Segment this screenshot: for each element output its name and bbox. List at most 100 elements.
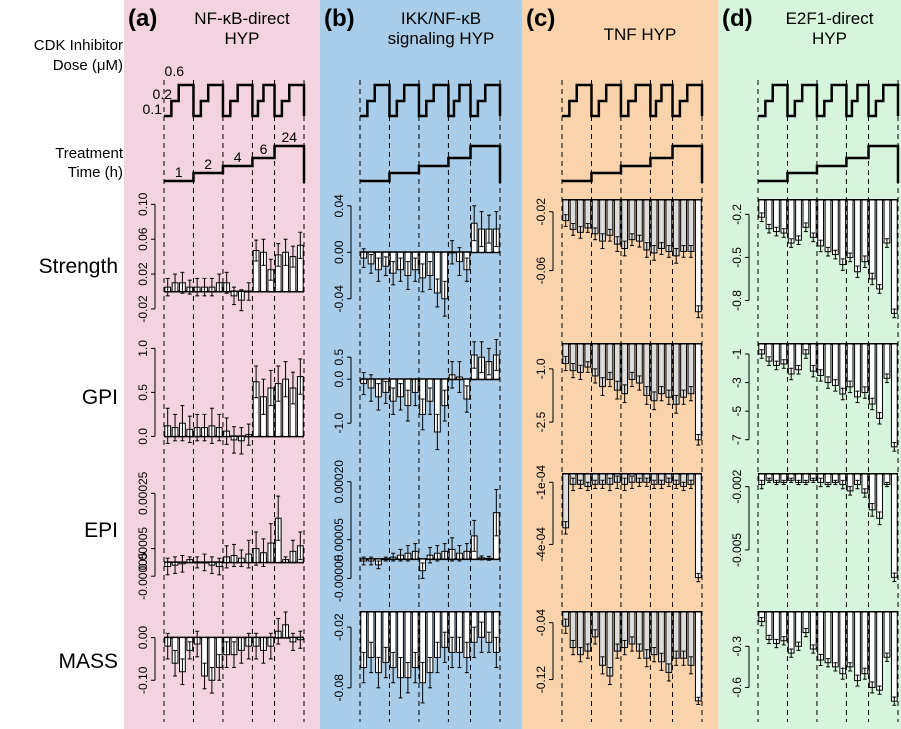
y-tick-label: -0.06	[534, 257, 548, 285]
bar	[650, 199, 658, 254]
treatment-label-line2: Time (h)	[68, 164, 123, 181]
panel-title-line1: IKK/NF-κB	[401, 9, 481, 28]
bar	[694, 473, 702, 579]
y-tick-label: -1.0	[332, 413, 346, 434]
panel-title-line2: signaling HYP	[388, 29, 495, 48]
y-tick-label: 0.04	[332, 194, 346, 218]
bar	[890, 473, 898, 578]
bar	[854, 611, 861, 682]
row-1-1: -1.0 0.0 0.5	[332, 339, 500, 451]
bar	[809, 199, 817, 238]
y-tick-label: -3	[730, 377, 744, 388]
y-tick-label: 0.00025	[136, 471, 150, 515]
y-tick-label: 0.5	[136, 384, 150, 401]
time-schematic	[562, 144, 704, 183]
bar	[694, 611, 702, 702]
bar	[824, 611, 832, 664]
row-1-3: -0.08 -0.02	[332, 611, 500, 704]
bar	[883, 343, 891, 379]
bar	[861, 199, 869, 263]
row-2-0: -0.06 -0.02	[534, 198, 702, 319]
row-3-0: -0.8 -0.5 -0.2	[730, 199, 898, 319]
row-label-gpi: GPI	[82, 386, 118, 409]
time-schematic	[164, 144, 306, 183]
y-tick-label: -0.8	[730, 290, 744, 311]
time-schematic	[758, 144, 900, 183]
bar	[890, 343, 898, 448]
y-tick-label: -0.10	[136, 666, 150, 694]
bar	[831, 199, 839, 256]
bar	[680, 199, 687, 252]
panel-letter: (c)	[526, 5, 555, 32]
y-tick-label: -0.08	[332, 674, 346, 702]
panel-letter: (d)	[722, 5, 753, 32]
dose-schematic	[758, 83, 900, 118]
bar	[658, 199, 665, 250]
bar	[773, 611, 780, 645]
dose-label: 0.6	[165, 63, 185, 79]
y-tick-label: -1.0	[534, 358, 548, 379]
panel-bg-0	[124, 0, 320, 729]
bar	[868, 199, 876, 280]
bar	[665, 611, 673, 673]
row-0-3: -0.10 0.00	[136, 611, 304, 694]
y-tick-label: 0.0	[332, 371, 346, 388]
cdk-label-line1: CDK Inhibitor	[34, 37, 123, 54]
schematic-labels: 0.10.20.61 2 4 624	[143, 63, 298, 180]
dose-schematic	[360, 83, 502, 118]
bar	[824, 199, 832, 253]
y-tick-label: 0.00	[332, 240, 346, 264]
bar	[876, 199, 883, 290]
y-tick-label: 0.00005	[332, 518, 346, 562]
dose-schematic	[164, 83, 306, 118]
y-tick-label: -0.5	[730, 247, 744, 268]
bar	[795, 199, 802, 241]
y-tick-label: -1e-04	[534, 465, 548, 500]
y-tick-label: -0.3	[730, 636, 744, 657]
bar	[817, 611, 825, 661]
y-tick-label: -0.00005	[332, 554, 346, 602]
y-tick-label: 1.0	[136, 340, 150, 357]
time-label: 24	[281, 129, 297, 145]
panel-letter: (b)	[324, 5, 355, 32]
y-tick-label: -5	[730, 405, 744, 416]
bar	[876, 343, 883, 419]
y-tick-label: -0.00005	[136, 552, 150, 600]
y-tick-label: -0.005	[730, 533, 744, 567]
cdk-label-line2: Dose (μM)	[53, 57, 123, 74]
y-tick-label: -0.02	[136, 295, 150, 323]
bar	[665, 343, 673, 398]
y-tick-label: 0.00020	[332, 460, 346, 504]
y-tick-label: 0.02	[136, 262, 150, 286]
treatment-label: Treatment Time (h)	[55, 145, 124, 181]
dose-schematic	[562, 83, 704, 118]
panel-title-line2: HYP	[812, 29, 847, 48]
bar	[665, 199, 673, 252]
y-tick-label: -0.2	[730, 204, 744, 225]
bar	[883, 611, 891, 658]
y-tick-label: 0.10	[136, 192, 150, 216]
row-0-1: 0.0 0.5 1.0	[136, 340, 304, 455]
bar	[694, 343, 702, 441]
y-tick-label: -0.04	[332, 285, 346, 313]
bar	[868, 343, 876, 405]
bar	[861, 343, 869, 394]
y-tick-label: -4e-04	[534, 527, 548, 562]
panel-letter: (a)	[128, 5, 157, 32]
panel-2: (c) TNF HYP -0.06 -0.02 -2.5 -1.0 -4e-04 -1e-04…	[526, 5, 704, 722]
y-tick-label: -0.02	[332, 613, 346, 641]
bar	[672, 199, 680, 257]
y-tick-label: -7	[730, 434, 744, 445]
bar	[883, 199, 891, 244]
bar	[846, 611, 854, 668]
time-schematic	[360, 144, 502, 183]
row-3-1: -7 -5 -3 -1	[730, 343, 898, 452]
bar	[694, 199, 702, 313]
